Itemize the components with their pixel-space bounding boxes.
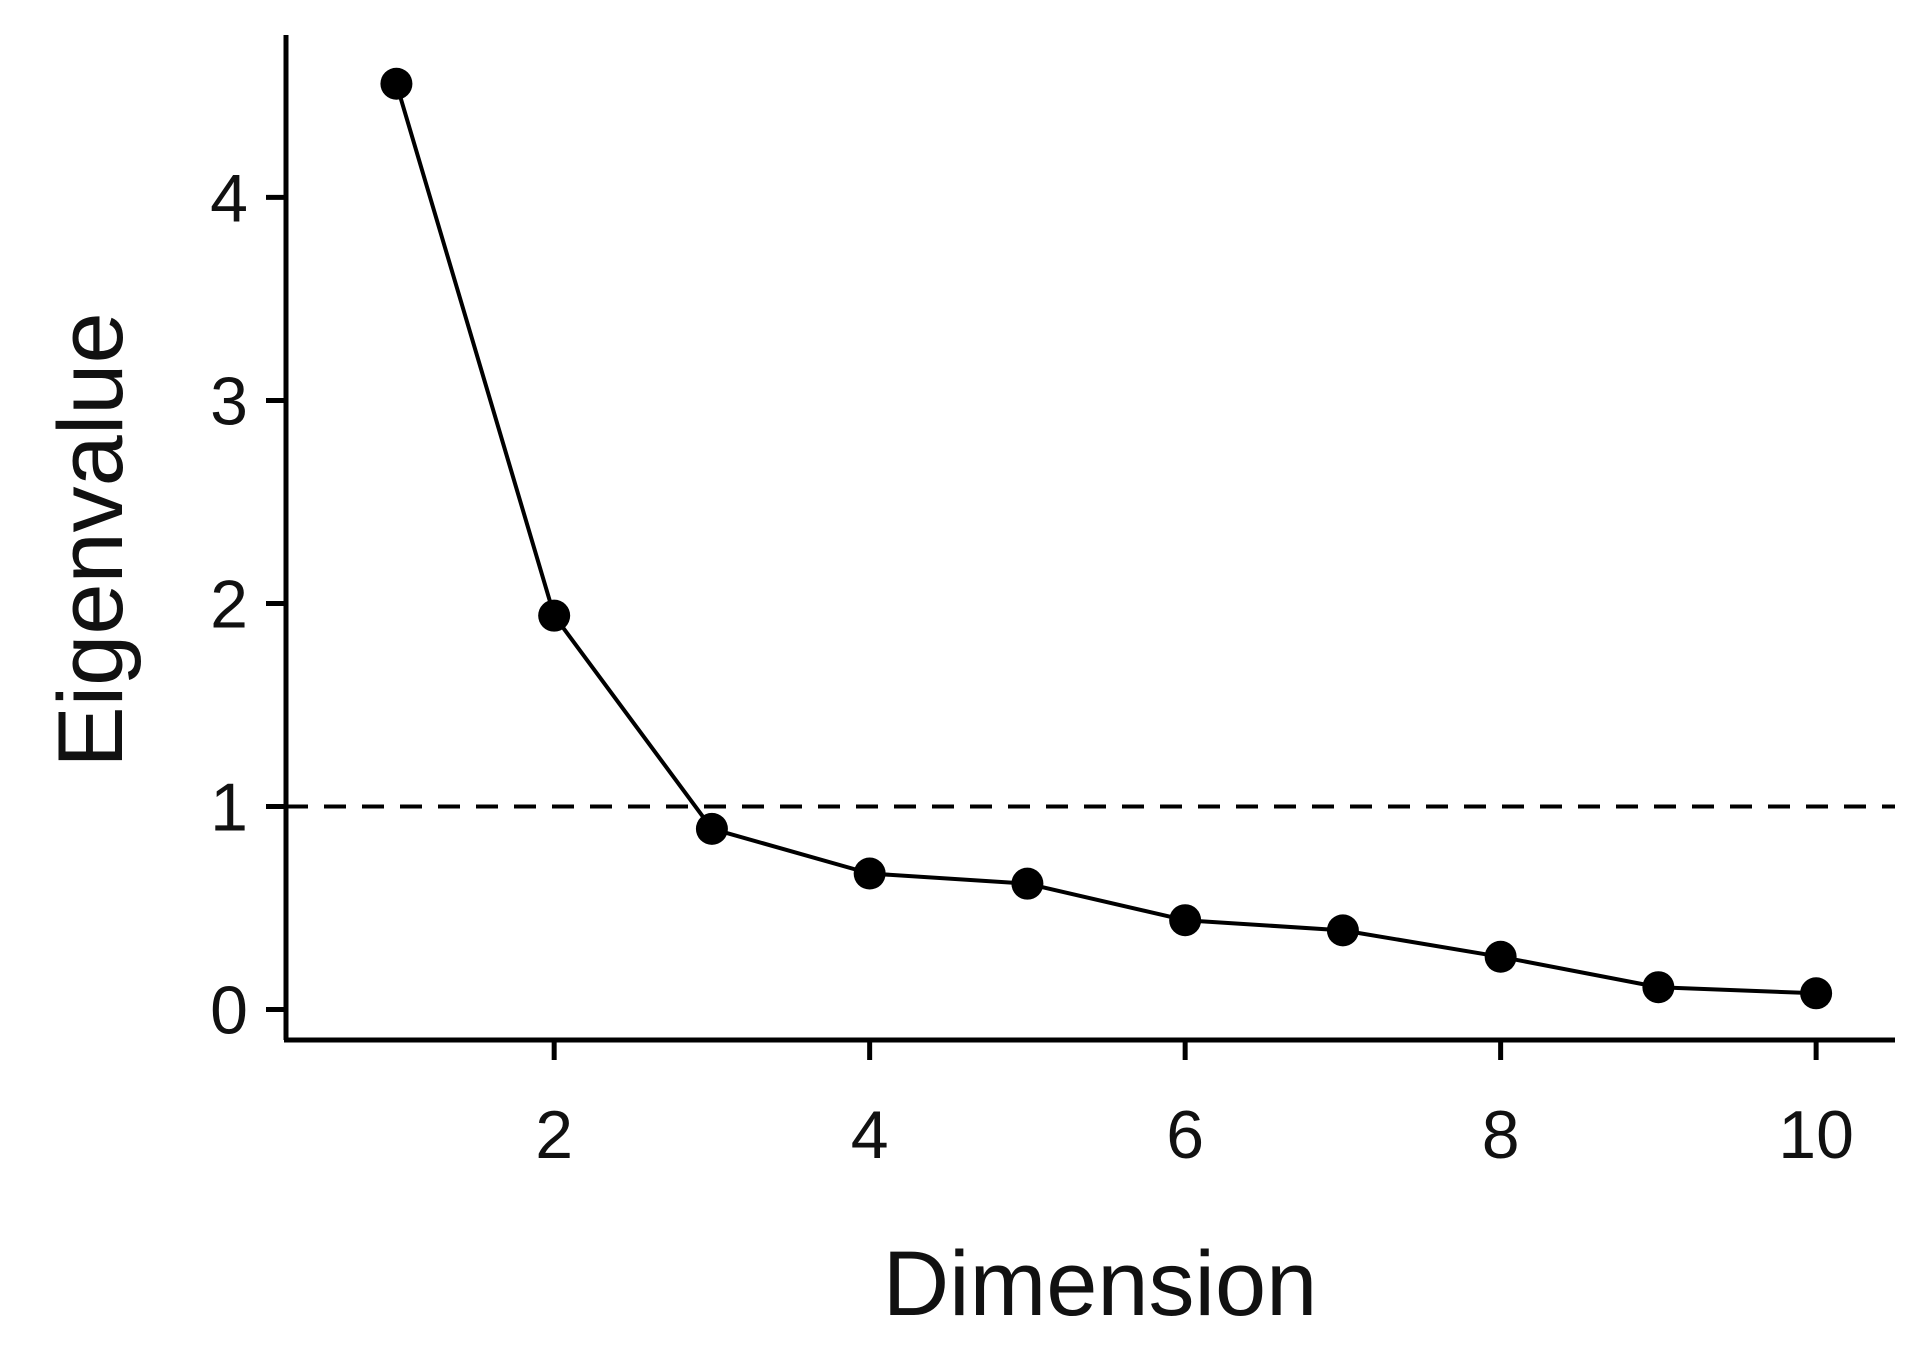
data-point [538,599,571,632]
x-tick-label: 6 [1166,1097,1204,1173]
data-point [1484,940,1517,973]
series-line [394,83,1817,996]
data-point [853,857,886,890]
y-tick-label: 0 [210,973,248,1049]
data-point [1169,904,1202,937]
plot-layer: 0 1 2 3 4 2 4 6 8 10 Dimension Eigenvalue [40,35,1895,1335]
y-tick-label: 4 [210,160,248,236]
data-point [1800,977,1833,1010]
y-tick-label: 1 [210,770,248,846]
x-tick-label: 10 [1778,1097,1854,1173]
data-point [1326,914,1359,947]
data-point [695,812,728,845]
axes-layer [283,35,1895,1043]
x-tick-label: 8 [1482,1097,1520,1173]
y-tick-label: 3 [210,363,248,439]
x-tick-label: 4 [851,1097,889,1173]
data-point [1642,971,1675,1004]
data-point [380,67,413,100]
data-point [1011,867,1044,900]
x-axis-title: Dimension [883,1233,1318,1335]
y-axis-title: Eigenvalue [40,312,142,767]
ticks-layer: 0 1 2 3 4 2 4 6 8 10 [210,160,1854,1173]
x-tick-label: 2 [535,1097,573,1173]
series-layer [380,67,1833,1010]
y-tick-label: 2 [210,566,248,642]
